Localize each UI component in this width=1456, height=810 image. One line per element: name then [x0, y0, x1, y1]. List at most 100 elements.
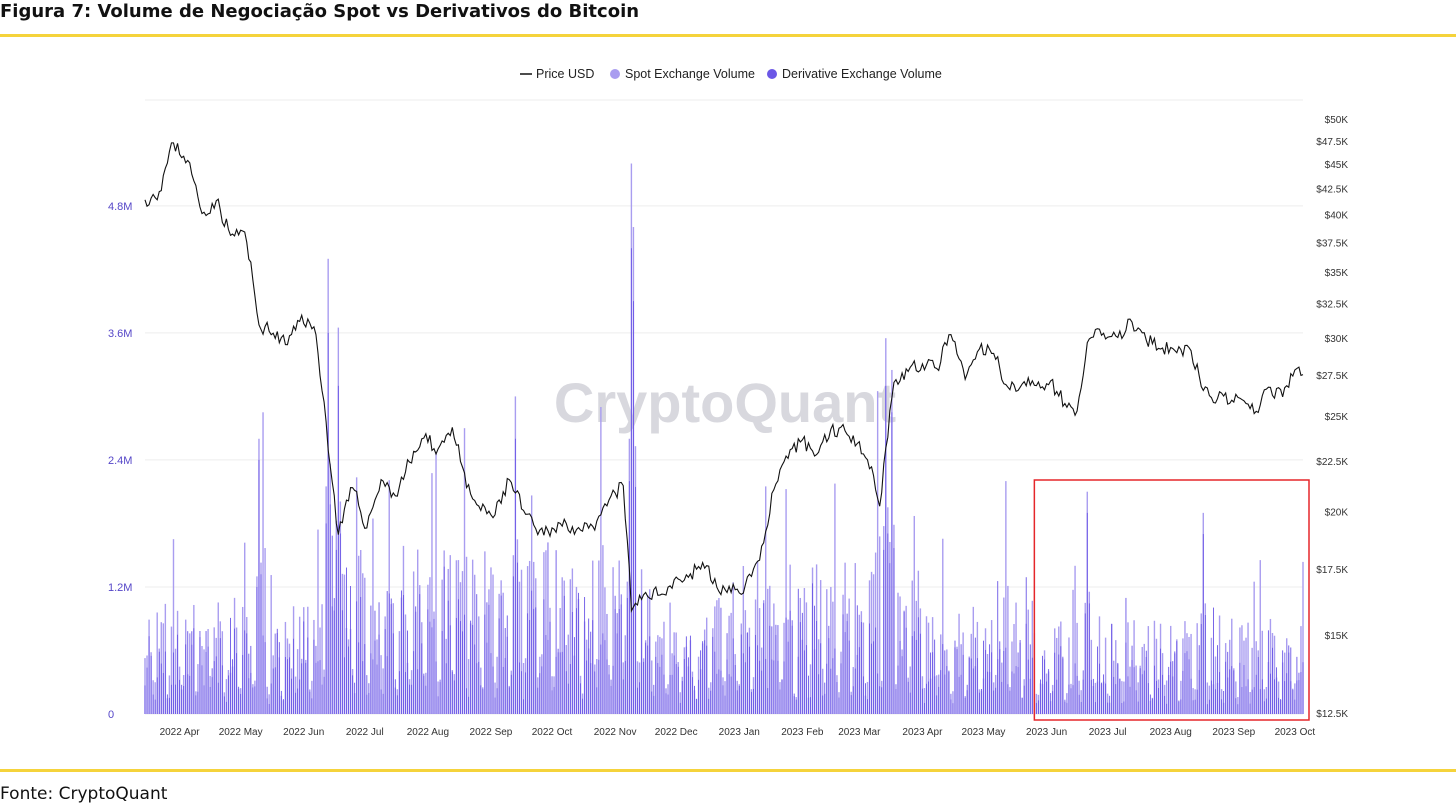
derivative-volume-bar [1149, 694, 1151, 714]
derivative-volume-bar [1143, 670, 1145, 714]
legend-derivative-label[interactable]: Derivative Exchange Volume [782, 67, 942, 81]
derivative-volume-bar [1251, 689, 1253, 714]
spot-volume-bar [545, 550, 547, 714]
derivative-volume-bar [341, 610, 343, 714]
spot-volume-bar [467, 659, 470, 714]
derivative-volume-bar [1164, 695, 1166, 714]
derivative-volume-bar [1037, 700, 1039, 714]
derivative-volume-bar [453, 680, 455, 714]
derivative-volume-bar [667, 694, 669, 714]
derivative-volume-bar [879, 686, 881, 714]
derivative-volume-bar [842, 614, 844, 714]
derivative-volume-bar [315, 645, 317, 714]
derivative-volume-bar [1190, 678, 1192, 714]
derivative-volume-bar [1040, 679, 1041, 714]
derivative-volume-bar [911, 636, 913, 714]
derivative-volume-bar [171, 684, 172, 714]
derivative-volume-bar [191, 631, 193, 714]
derivative-volume-bar [1070, 688, 1072, 714]
spot-volume-bar [1180, 680, 1182, 714]
derivative-volume-bar [860, 622, 862, 714]
derivative-volume-bar [793, 693, 795, 714]
spot-volume-bar [1277, 681, 1280, 714]
spot-volume-bar [355, 477, 358, 714]
derivative-volume-bar [836, 682, 838, 714]
derivative-volume-bar [789, 610, 791, 714]
spot-volume-bar [1137, 682, 1139, 714]
x-tick-label: 2023 May [962, 727, 1006, 738]
derivative-volume-bar [323, 676, 325, 714]
derivative-volume-bar [464, 614, 465, 714]
derivative-volume-bar [763, 603, 765, 714]
derivative-volume-bar [348, 646, 349, 714]
derivative-volume-bar [1088, 603, 1090, 714]
derivative-volume-bar [521, 671, 522, 714]
derivative-volume-bar [1023, 685, 1025, 714]
derivative-volume-bar [1160, 648, 1161, 714]
derivative-volume-bar [803, 650, 805, 714]
derivative-volume-bar [1064, 699, 1066, 714]
derivative-volume-bar [887, 533, 889, 714]
derivative-volume-bar [805, 645, 807, 714]
derivative-volume-bar [1288, 645, 1290, 714]
derivative-volume-bar [1198, 645, 1200, 714]
derivative-volume-bar [1060, 646, 1062, 714]
derivative-volume-bar [810, 697, 811, 714]
spot-volume-bar [785, 489, 787, 714]
derivative-volume-bar [643, 661, 645, 714]
derivative-volume-bar [958, 676, 960, 714]
derivative-volume-bar [352, 675, 354, 714]
spot-volume-bar [927, 622, 930, 714]
derivative-volume-bar [881, 687, 883, 714]
derivative-volume-bar [248, 653, 250, 714]
derivative-volume-bar [854, 668, 856, 714]
derivative-volume-bar [775, 624, 777, 714]
x-tick-label: 2023 Jun [1026, 727, 1067, 738]
derivative-volume-bar [403, 595, 404, 714]
derivative-volume-bar [1111, 623, 1113, 714]
derivative-volume-bar [500, 595, 502, 714]
spot-volume-bar [561, 577, 563, 714]
derivative-volume-bar [362, 661, 364, 714]
derivative-volume-bar [620, 594, 622, 714]
derivative-volume-bar [356, 601, 358, 714]
derivative-volume-bar [1276, 667, 1277, 714]
spot-volume-bar [343, 574, 346, 714]
derivative-volume-bar [730, 676, 732, 714]
derivative-volume-bar [494, 697, 496, 714]
derivative-volume-bar [445, 663, 447, 714]
spot-volume-bar [490, 567, 492, 714]
legend-price-label[interactable]: Price USD [536, 67, 594, 81]
derivative-volume-bar [380, 689, 382, 714]
derivative-volume-bar [417, 669, 419, 714]
derivative-volume-bar [596, 687, 598, 714]
derivative-volume-bar [1196, 689, 1198, 714]
legend-derivative-swatch [767, 69, 777, 79]
derivative-volume-bar [1056, 679, 1058, 714]
y-right-tick-label: $27.5K [1316, 371, 1348, 382]
derivative-volume-bar [262, 635, 264, 714]
spot-volume-bar [636, 661, 639, 714]
spot-volume-bar [1121, 681, 1123, 714]
derivative-volume-bar [488, 604, 490, 714]
derivative-volume-bar [702, 641, 704, 714]
derivative-volume-bar [207, 646, 209, 714]
derivative-volume-bar [1005, 647, 1007, 714]
derivative-volume-bar [919, 633, 921, 714]
legend-spot-label[interactable]: Spot Exchange Volume [625, 67, 755, 81]
derivative-volume-bar [639, 682, 640, 714]
derivative-volume-bar [1105, 683, 1107, 714]
derivative-volume-bar [329, 504, 331, 714]
derivative-volume-bar [1263, 701, 1265, 714]
derivative-volume-bar [557, 648, 559, 714]
derivative-volume-bar [407, 630, 408, 714]
spot-volume-bar [834, 483, 836, 714]
x-tick-label: 2023 Jul [1089, 727, 1127, 738]
spot-volume-bar [317, 529, 319, 714]
spot-volume-bar [600, 407, 602, 714]
x-tick-label: 2023 Oct [1275, 727, 1316, 738]
derivative-volume-bar [510, 674, 512, 714]
spot-volume-bar [296, 649, 299, 714]
x-tick-label: 2022 Dec [655, 727, 698, 738]
spot-volume-bar [612, 567, 614, 714]
